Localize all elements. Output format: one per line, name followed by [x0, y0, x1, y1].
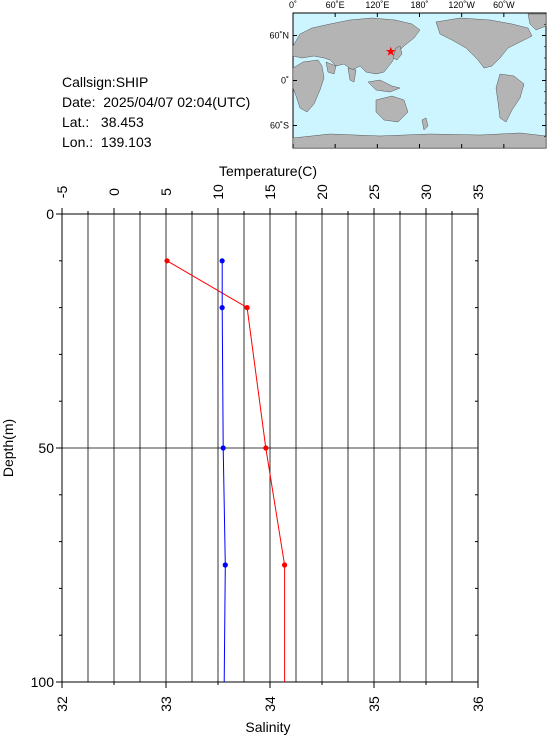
- salinity-point: [220, 445, 226, 451]
- temperature-line: [166, 260, 286, 682]
- temperature-tick-label: 30: [418, 184, 434, 200]
- temperature-tick-label: 10: [210, 184, 226, 200]
- temperature-point: [263, 445, 269, 451]
- temperature-tick-label: -5: [54, 186, 70, 199]
- depth-axis-title: Depth(m): [0, 419, 16, 477]
- map-top-label: 60˚E: [326, 0, 345, 10]
- map-top-label: 0˚: [289, 0, 297, 10]
- callsign-value: SHIP: [115, 74, 149, 90]
- depth-axis: 0 50 100: [31, 206, 478, 690]
- lon-row: Lon.: 139.103: [62, 132, 250, 152]
- world-map: 0˚ 60˚E 120˚E 180˚ 120˚W 60˚W 60˚N 0˚ 60˚S: [269, 0, 547, 149]
- salinity-point: [219, 305, 225, 311]
- salinity-axis-title: Salinity: [245, 719, 290, 735]
- map-left-label: 60˚S: [270, 121, 289, 131]
- land-africa: [292, 59, 325, 113]
- salinity-tick-label: 32: [54, 696, 70, 712]
- temperature-point: [244, 305, 250, 311]
- map-left-label: 60˚N: [269, 31, 289, 41]
- land-new-zealand: [421, 117, 429, 131]
- callsign-row: Callsign:SHIP: [62, 72, 250, 92]
- depth-tick-label: 100: [31, 674, 55, 690]
- date-row: Date: 2025/04/07 02:04(UTC): [62, 92, 250, 112]
- temperature-tick-label: 35: [470, 184, 486, 200]
- salinity-point: [222, 562, 228, 568]
- salinity-line: [221, 260, 226, 683]
- land-north-america: [435, 17, 533, 69]
- temperature-tick-label: 25: [366, 184, 382, 200]
- land-arabia-india: [325, 61, 357, 83]
- salinity-axis: 32 33 34 35 36: [54, 682, 486, 712]
- land-eurasia: [292, 17, 421, 75]
- star-icon: [385, 46, 396, 56]
- land-indonesia: [367, 79, 401, 93]
- land-south-america: [495, 73, 525, 123]
- lon-label: Lon.:: [62, 134, 94, 150]
- temperature-point: [164, 258, 170, 264]
- lat-row: Lat.: 38.453: [62, 112, 250, 132]
- temperature-axis: -5 0 5 10 15 20 25 30 35: [54, 184, 486, 214]
- salinity-tick-label: 35: [366, 696, 382, 712]
- map-top-label: 180˚: [410, 0, 428, 10]
- lat-label: Lat.:: [62, 114, 90, 130]
- land-greenland: [527, 13, 547, 31]
- series-layer: [164, 258, 288, 683]
- station-info: Callsign:SHIP Date: 2025/04/07 02:04(UTC…: [62, 72, 250, 152]
- temperature-point: [281, 562, 288, 568]
- map-top-label: 120˚E: [365, 0, 389, 10]
- salinity-tick-label: 36: [470, 696, 486, 712]
- temperature-tick-label: 15: [262, 184, 278, 200]
- temperature-tick-label: 5: [158, 188, 174, 196]
- land-japan: [392, 45, 403, 61]
- map-top-label: 60˚W: [493, 0, 515, 10]
- temperature-axis-title: Temperature(C): [219, 163, 317, 179]
- date-value: 2025/04/07 02:04(UTC): [103, 94, 251, 110]
- depth-tick-label: 0: [46, 206, 54, 222]
- salinity-point: [219, 258, 225, 264]
- temperature-tick-label: 20: [314, 184, 330, 200]
- salinity-tick-label: 33: [158, 696, 174, 712]
- lon-value: 139.103: [100, 134, 152, 150]
- map-labels: 0˚ 60˚E 120˚E 180˚ 120˚W 60˚W 60˚N 0˚ 60˚S: [269, 0, 515, 131]
- map-top-label: 120˚W: [448, 0, 475, 10]
- salinity-tick-label: 34: [262, 696, 278, 712]
- grid: [61, 214, 479, 682]
- map-land: [292, 13, 547, 149]
- map-left-label: 0˚: [281, 76, 289, 86]
- temperature-tick-label: 0: [106, 188, 122, 196]
- callsign-label: Callsign:: [62, 74, 116, 90]
- date-label: Date:: [62, 94, 96, 110]
- land-australia: [375, 95, 409, 123]
- lat-value: 38.453: [100, 114, 144, 130]
- depth-tick-label: 50: [38, 440, 54, 456]
- map-frame-ticks: [292, 13, 546, 148]
